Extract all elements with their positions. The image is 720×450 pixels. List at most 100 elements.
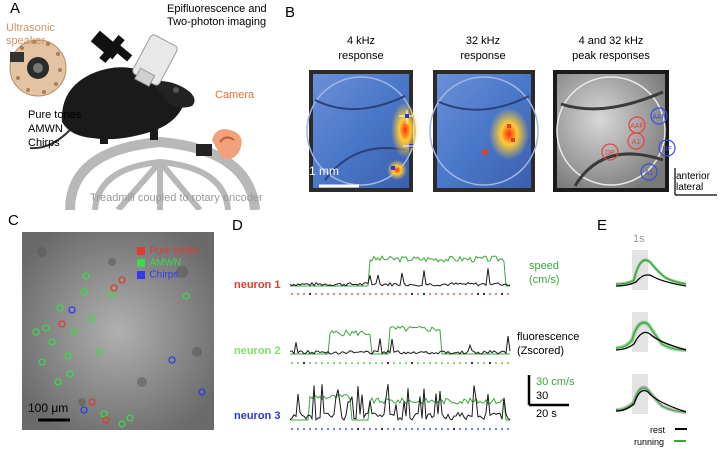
stimulus-marker xyxy=(314,361,318,365)
stimulus-marker xyxy=(350,292,354,296)
stimulus-marker xyxy=(386,427,390,431)
stimulus-marker xyxy=(290,292,294,296)
legend-rest: rest xyxy=(650,420,688,435)
stimulus-marker xyxy=(500,361,504,365)
red-region-a1: A1 xyxy=(627,132,645,150)
stimulus-marker xyxy=(386,292,390,296)
stimulus-marker xyxy=(302,361,306,365)
stimulus-marker xyxy=(320,427,324,431)
img2-title-line2: response xyxy=(460,50,506,62)
camera-icon xyxy=(196,129,242,159)
blue-region-uf: UF xyxy=(658,139,676,157)
stimulus-marker xyxy=(410,361,414,365)
widefield-images xyxy=(306,70,669,192)
stimulus-marker xyxy=(506,361,510,365)
legend-label: running xyxy=(634,437,665,447)
stimulus-marker xyxy=(416,292,420,296)
compass-anterior: anterior xyxy=(676,171,710,182)
img3-title-line1: 4 and 32 kHz xyxy=(578,35,644,47)
img1-title-line2: response xyxy=(338,50,384,62)
stimulus-marker xyxy=(308,427,312,431)
legend-label: rest xyxy=(650,425,666,435)
img2-title-line1: 32 kHz xyxy=(465,35,501,47)
stimulus-marker xyxy=(476,361,480,365)
blue-region-a1: A1 xyxy=(640,163,658,181)
panel-label-e: E xyxy=(597,217,608,234)
neuron3-label: neuron 3 xyxy=(234,410,281,422)
stimulus-marker xyxy=(440,427,444,431)
stimulus-marker xyxy=(362,292,366,296)
stimulus-marker xyxy=(482,427,486,431)
stimulus-marker xyxy=(404,361,408,365)
stimulus-marker xyxy=(416,361,420,365)
stimulus-marker xyxy=(476,292,480,296)
stimulus-marker xyxy=(302,292,306,296)
stimulus-marker xyxy=(494,292,498,296)
stimulus-marker xyxy=(368,361,372,365)
panel-b: 4 kHz response 32 kHz response 4 and 32 … xyxy=(285,0,720,210)
stimulus-marker xyxy=(452,292,456,296)
stimulus-marker xyxy=(422,361,426,365)
stimulus-marker xyxy=(356,292,360,296)
stimulus-marker xyxy=(446,292,450,296)
neuron1-traces xyxy=(290,255,511,296)
neuron1-label: neuron 1 xyxy=(234,279,281,291)
stimulus-marker xyxy=(332,361,336,365)
cell-type-legend: Pure tones AMWN Chirps xyxy=(137,242,198,280)
trace-plot xyxy=(290,255,569,431)
stimulus-marker xyxy=(506,292,510,296)
stimulus-marker xyxy=(422,427,426,431)
panel-d: neuron 1 neuron 2 neuron 3 speed (cm/s) … xyxy=(230,230,590,445)
rest-running-legend: rest running xyxy=(634,420,688,447)
neuron2-label: neuron 2 xyxy=(234,345,281,357)
stimulus-marker xyxy=(476,427,480,431)
neuron2-traces xyxy=(290,325,511,365)
legend-chirps: Chirps xyxy=(137,266,198,280)
stimulus-marker xyxy=(458,361,462,365)
panel-label-b: B xyxy=(285,4,296,21)
stimulus-marker xyxy=(488,427,492,431)
stimulus-marker xyxy=(428,427,432,431)
stimulus-marker xyxy=(374,427,378,431)
stimulus-marker xyxy=(470,361,474,365)
stimulus-marker xyxy=(458,292,462,296)
stimulus-marker xyxy=(470,292,474,296)
stimulus-marker xyxy=(422,292,426,296)
svg-text:UF: UF xyxy=(662,146,671,153)
stimulus-marker xyxy=(368,427,372,431)
stimulus-marker xyxy=(362,361,366,365)
scale-bar-1mm: 1 mm xyxy=(309,164,339,178)
stimulus-marker xyxy=(308,361,312,365)
panel-label-d: D xyxy=(232,217,243,234)
stimulus-marker xyxy=(434,292,438,296)
stimulus-marker xyxy=(452,361,456,365)
avg-response-1 xyxy=(615,250,687,290)
stimulus-marker xyxy=(344,292,348,296)
stimulus-marker xyxy=(494,361,498,365)
map-32khz xyxy=(429,70,539,192)
svg-text:AAF: AAF xyxy=(652,114,666,121)
stimulus-marker xyxy=(488,361,492,365)
stimulus-marker xyxy=(482,361,486,365)
cell-field xyxy=(22,232,214,430)
stimulus-marker xyxy=(464,292,468,296)
stimulus-marker xyxy=(380,292,384,296)
microscope-objective xyxy=(132,34,178,87)
stimulus-marker xyxy=(488,292,492,296)
stimulus-marker xyxy=(446,361,450,365)
blue-region-aaf: AAF xyxy=(650,107,668,125)
stimulus-marker xyxy=(326,292,330,296)
stimulus-marker xyxy=(464,427,468,431)
stimulus-marker xyxy=(452,427,456,431)
stimulus-marker xyxy=(500,292,504,296)
time-scale-label: 1s xyxy=(633,233,645,245)
red-region-aaf: AAF xyxy=(628,116,646,134)
stimulus-marker xyxy=(344,361,348,365)
stimulus-marker xyxy=(386,361,390,365)
img1-title-line1: 4 kHz xyxy=(346,35,376,47)
stimulus-marker xyxy=(356,427,360,431)
svg-text:A1: A1 xyxy=(645,170,654,177)
legend-label: AMWN xyxy=(149,257,182,269)
legend-swatch xyxy=(137,246,145,255)
stimulus-marker xyxy=(434,427,438,431)
